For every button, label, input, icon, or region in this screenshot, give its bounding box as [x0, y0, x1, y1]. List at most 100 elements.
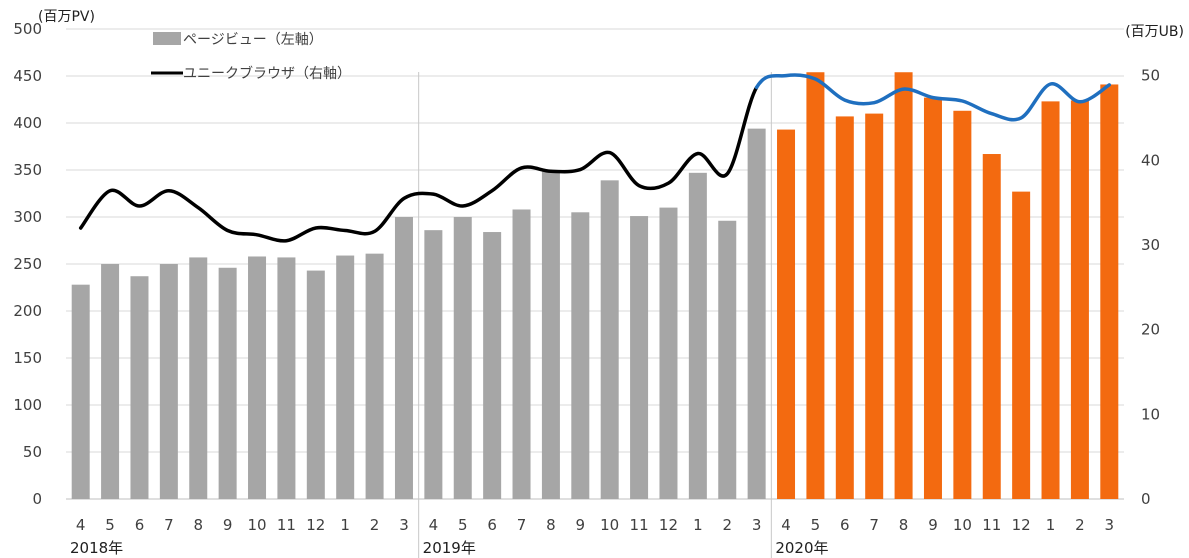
legend-swatch-pageview [153, 32, 181, 45]
pageview-bar [688, 172, 707, 499]
left-tick-label: 300 [13, 208, 42, 226]
pageview-bar [306, 270, 325, 499]
unique-browser-line [78, 73, 1112, 243]
month-tick-label: 5 [811, 516, 821, 534]
pageview-bar [718, 220, 737, 499]
pageview-bar [1012, 191, 1031, 499]
pageview-bar [189, 257, 208, 499]
month-tick-label: 12 [659, 516, 678, 534]
pageview-bar [71, 284, 90, 499]
right-axis-ticks: 0 10 20 30 40 50 [1141, 67, 1160, 508]
pageview-bar [277, 257, 296, 499]
month-tick-label: 10 [600, 516, 619, 534]
month-tick-label: 8 [193, 516, 203, 534]
year-dividers [418, 72, 772, 558]
pageview-bars [71, 72, 1119, 500]
month-tick-label: 10 [953, 516, 972, 534]
x-axis-year-labels: 2018年 2019年 2020年 [70, 539, 829, 557]
pageview-bar [218, 267, 237, 499]
month-tick-label: 4 [781, 516, 791, 534]
pageview-bar [1100, 84, 1119, 500]
pageview-bar [747, 128, 766, 499]
pageview-bar [1041, 101, 1060, 499]
pageview-bar [806, 72, 825, 500]
month-tick-label: 10 [247, 516, 266, 534]
left-tick-label: 500 [13, 20, 42, 38]
month-tick-label: 3 [399, 516, 409, 534]
pageview-bar [394, 217, 413, 499]
year-label: 2020年 [775, 539, 828, 557]
pageview-bar [248, 256, 267, 499]
right-tick-label: 20 [1141, 321, 1160, 339]
month-tick-label: 11 [982, 516, 1001, 534]
month-tick-label: 2 [370, 516, 380, 534]
pageview-bar [336, 255, 355, 499]
pageview-bar [777, 129, 796, 499]
left-tick-label: 0 [32, 490, 42, 508]
pageview-bar [101, 264, 120, 499]
month-tick-label: 7 [164, 516, 174, 534]
legend-label-unique-browser: ユニークブラウザ（右軸） [183, 65, 351, 82]
month-tick-label: 2 [722, 516, 732, 534]
month-tick-label: 1 [693, 516, 703, 534]
left-tick-label: 400 [13, 114, 42, 132]
pageview-bar [424, 230, 443, 499]
month-tick-label: 6 [135, 516, 145, 534]
legend: ページビュー（左軸） ユニークブラウザ（右軸） [151, 32, 351, 82]
unique-browser-line-black [78, 85, 759, 243]
month-tick-label: 6 [487, 516, 497, 534]
pageview-bar [512, 209, 531, 500]
month-tick-label: 8 [899, 516, 909, 534]
year-label: 2019年 [423, 539, 476, 557]
year-label: 2018年 [70, 539, 123, 557]
left-axis-ticks: 0 50 100 150 200 250 300 350 400 450 500 [13, 20, 42, 508]
left-tick-label: 100 [13, 396, 42, 414]
x-axis-month-ticks: 4 5 6 7 8 9 10 11 12 1 2 3 4 5 6 7 8 9 10 11 12 1 2 3 4 5 6 7 8 9 10 11… [76, 516, 1114, 534]
month-tick-label: 3 [752, 516, 762, 534]
pageview-bar [483, 232, 502, 500]
month-tick-label: 11 [630, 516, 649, 534]
left-tick-label: 50 [23, 443, 42, 461]
pageview-bar [1070, 100, 1089, 499]
month-tick-label: 4 [76, 516, 86, 534]
pageview-bar [365, 253, 384, 499]
month-tick-label: 7 [517, 516, 527, 534]
month-tick-label: 5 [105, 516, 115, 534]
right-tick-label: 50 [1141, 67, 1160, 85]
month-tick-label: 3 [1105, 516, 1115, 534]
pageview-bar [541, 170, 560, 499]
month-tick-label: 6 [840, 516, 850, 534]
right-tick-label: 30 [1141, 236, 1160, 254]
month-tick-label: 7 [869, 516, 879, 534]
pageview-bar [159, 264, 178, 499]
pageview-bar [659, 207, 678, 499]
month-tick-label: 2 [1075, 516, 1085, 534]
month-tick-label: 4 [429, 516, 439, 534]
pageview-bar [982, 154, 1001, 499]
pageview-bar [130, 276, 149, 499]
month-tick-label: 9 [928, 516, 938, 534]
gridlines [66, 28, 1124, 500]
pageview-bar [453, 217, 472, 499]
month-tick-label: 9 [576, 516, 586, 534]
left-tick-label: 200 [13, 302, 42, 320]
right-tick-label: 0 [1141, 490, 1151, 508]
month-tick-label: 8 [546, 516, 556, 534]
pageview-bar [923, 97, 942, 500]
month-tick-label: 12 [306, 516, 325, 534]
right-axis-unit: (百万UB) [1125, 24, 1184, 40]
left-tick-label: 250 [13, 255, 42, 273]
unique-browser-line-blue [754, 73, 1112, 122]
right-tick-label: 10 [1141, 405, 1160, 423]
month-tick-label: 9 [223, 516, 233, 534]
pageview-bar [953, 110, 972, 499]
month-tick-label: 1 [340, 516, 350, 534]
month-tick-label: 1 [1046, 516, 1056, 534]
left-axis-unit: (百万PV) [38, 9, 95, 25]
month-tick-label: 5 [458, 516, 468, 534]
left-tick-label: 150 [13, 349, 42, 367]
left-tick-label: 350 [13, 161, 42, 179]
pageview-bar [865, 113, 884, 499]
month-tick-label: 11 [277, 516, 296, 534]
